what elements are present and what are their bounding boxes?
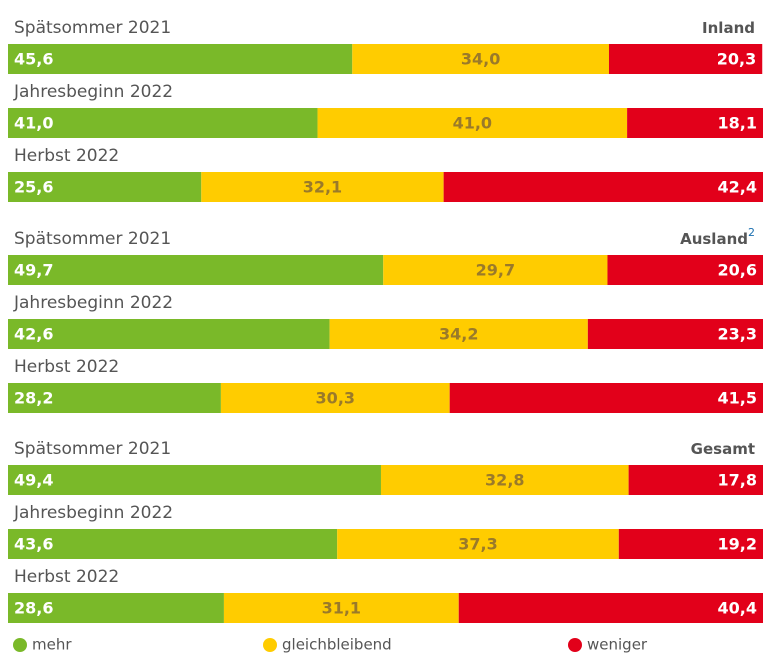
value-label: 41,5 (718, 389, 757, 408)
value-label: 34,2 (439, 325, 478, 344)
bar-segment (383, 255, 608, 285)
value-label: 37,3 (458, 535, 497, 554)
value-label: 49,7 (14, 261, 53, 280)
value-label: 30,3 (316, 389, 355, 408)
bar-segment (329, 319, 588, 349)
value-label: 42,4 (718, 178, 757, 197)
category-label: Jahresbeginn 2022 (13, 503, 173, 523)
bar-segment (587, 319, 763, 349)
group-title: Gesamt (691, 440, 755, 458)
legend-label: mehr (32, 636, 72, 653)
bar-segment (8, 465, 381, 495)
value-label: 32,8 (485, 471, 524, 490)
bar-segment (220, 383, 450, 413)
value-label: 40,4 (718, 599, 757, 618)
value-label: 42,6 (14, 325, 53, 344)
value-label: 20,3 (717, 50, 756, 69)
bar-segment (8, 108, 318, 138)
bar-segment (317, 108, 628, 138)
value-label: 45,6 (14, 50, 53, 69)
bar-segment (628, 465, 763, 495)
category-label: Jahresbeginn 2022 (13, 82, 173, 102)
value-label: 29,7 (476, 261, 515, 280)
legend-label: weniger (587, 636, 648, 653)
bar-segment (8, 44, 353, 74)
bar-segment (627, 108, 763, 138)
value-label: 49,4 (14, 471, 53, 490)
category-label: Herbst 2022 (14, 567, 119, 587)
bar-segment (8, 593, 224, 623)
value-label: 28,6 (14, 599, 53, 618)
category-label: Spätsommer 2021 (14, 18, 171, 38)
group-title-text: Gesamt (691, 440, 755, 458)
category-label: Herbst 2022 (14, 146, 119, 166)
group-title-text: Ausland (680, 230, 748, 248)
bar-segment (201, 172, 444, 202)
bar-segment (337, 529, 619, 559)
value-label: 34,0 (461, 50, 500, 69)
footnote-mark: 2 (748, 226, 755, 239)
bar-segment (8, 172, 202, 202)
bar-segment (618, 529, 763, 559)
bar-segment (8, 255, 384, 285)
value-label: 41,0 (453, 114, 492, 133)
value-label: 23,3 (718, 325, 757, 344)
value-label: 17,8 (718, 471, 757, 490)
value-label: 32,1 (303, 178, 342, 197)
legend-swatch (263, 638, 277, 652)
bar-segment (8, 383, 221, 413)
bar-segment (443, 172, 763, 202)
bar-segment (352, 44, 609, 74)
bar-segment (608, 44, 763, 74)
legend-swatch (568, 638, 582, 652)
category-label: Spätsommer 2021 (14, 229, 171, 249)
value-label: 19,2 (718, 535, 757, 554)
bar-segment (8, 319, 330, 349)
group-title: Ausland2 (680, 226, 755, 248)
value-label: 20,6 (718, 261, 757, 280)
legend-label: gleichbleibend (282, 636, 392, 653)
bar-segment (380, 465, 629, 495)
group-title: Inland (702, 19, 755, 37)
value-label: 31,1 (322, 599, 361, 618)
bar-segment (8, 529, 338, 559)
category-label: Jahresbeginn 2022 (13, 293, 173, 313)
category-label: Spätsommer 2021 (14, 439, 171, 459)
value-label: 43,6 (14, 535, 53, 554)
bar-segment (607, 255, 763, 285)
legend-swatch (13, 638, 27, 652)
bar-segment (458, 593, 763, 623)
value-label: 18,1 (718, 114, 757, 133)
category-label: Herbst 2022 (14, 357, 119, 377)
group-title-text: Inland (702, 19, 755, 37)
value-label: 41,0 (14, 114, 53, 133)
bar-segment (449, 383, 763, 413)
value-label: 28,2 (14, 389, 53, 408)
bar-segment (223, 593, 459, 623)
value-label: 25,6 (14, 178, 53, 197)
